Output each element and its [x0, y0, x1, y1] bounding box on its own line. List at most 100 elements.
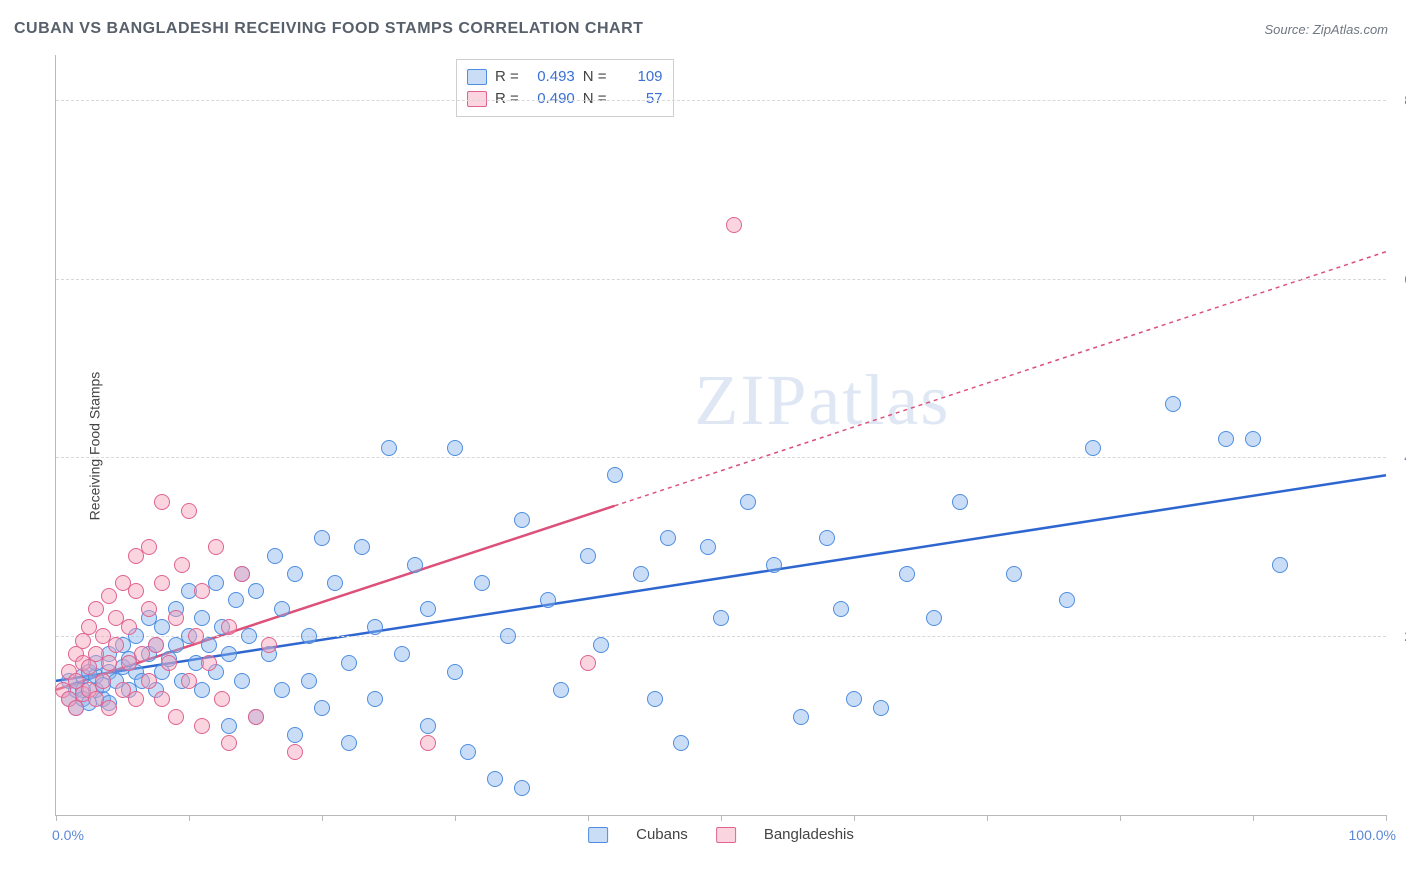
chart-title: CUBAN VS BANGLADESHI RECEIVING FOOD STAM…: [14, 20, 643, 38]
scatter-point: [1165, 396, 1181, 412]
x-tick: [455, 815, 456, 821]
scatter-point: [194, 718, 210, 734]
scatter-point: [846, 691, 862, 707]
scatter-point: [447, 440, 463, 456]
scatter-point: [194, 583, 210, 599]
x-tick: [1386, 815, 1387, 821]
scatter-point: [154, 691, 170, 707]
scatter-point: [833, 601, 849, 617]
scatter-point: [101, 655, 117, 671]
x-start-label: 0.0%: [52, 827, 84, 843]
regression-lines: [56, 55, 1386, 815]
scatter-point: [148, 637, 164, 653]
scatter-point: [101, 700, 117, 716]
scatter-point: [214, 691, 230, 707]
scatter-point: [487, 771, 503, 787]
scatter-point: [108, 637, 124, 653]
scatter-point: [367, 619, 383, 635]
scatter-point: [241, 628, 257, 644]
scatter-point: [607, 467, 623, 483]
scatter-point: [700, 539, 716, 555]
scatter-point: [228, 592, 244, 608]
scatter-point: [168, 709, 184, 725]
scatter-point: [274, 601, 290, 617]
scatter-point: [952, 494, 968, 510]
scatter-point: [1006, 566, 1022, 582]
scatter-point: [1272, 557, 1288, 573]
corr-r-s1: 0.493: [527, 66, 575, 88]
scatter-point: [181, 673, 197, 689]
scatter-point: [194, 682, 210, 698]
scatter-point: [221, 646, 237, 662]
scatter-point: [1218, 431, 1234, 447]
scatter-point: [766, 557, 782, 573]
corr-r-label: R =: [495, 66, 519, 88]
scatter-point: [234, 566, 250, 582]
scatter-point: [221, 735, 237, 751]
scatter-point: [740, 494, 756, 510]
plot-area: ZIPatlas R = 0.493 N = 109 R = 0.490 N =…: [55, 55, 1386, 816]
scatter-point: [121, 619, 137, 635]
scatter-point: [1085, 440, 1101, 456]
corr-n-s1: 109: [615, 66, 663, 88]
corr-row-s1: R = 0.493 N = 109: [467, 66, 663, 88]
x-tick: [56, 815, 57, 821]
scatter-point: [580, 548, 596, 564]
scatter-point: [407, 557, 423, 573]
scatter-point: [201, 655, 217, 671]
scatter-point: [141, 539, 157, 555]
scatter-point: [287, 566, 303, 582]
scatter-point: [101, 588, 117, 604]
scatter-point: [367, 691, 383, 707]
scatter-point: [553, 682, 569, 698]
scatter-point: [420, 735, 436, 751]
scatter-point: [593, 637, 609, 653]
scatter-point: [154, 575, 170, 591]
chart-container: CUBAN VS BANGLADESHI RECEIVING FOOD STAM…: [0, 0, 1406, 892]
scatter-point: [161, 655, 177, 671]
scatter-point: [221, 619, 237, 635]
legend-swatch-s2-icon: [716, 827, 736, 843]
scatter-point: [208, 539, 224, 555]
scatter-point: [500, 628, 516, 644]
scatter-point: [819, 530, 835, 546]
scatter-point: [88, 601, 104, 617]
scatter-point: [248, 709, 264, 725]
x-tick: [721, 815, 722, 821]
scatter-point: [201, 637, 217, 653]
scatter-point: [394, 646, 410, 662]
scatter-point: [141, 601, 157, 617]
scatter-point: [208, 575, 224, 591]
legend-label-s1: Cubans: [636, 826, 688, 843]
scatter-point: [633, 566, 649, 582]
scatter-point: [447, 664, 463, 680]
scatter-point: [128, 583, 144, 599]
scatter-point: [267, 548, 283, 564]
scatter-point: [1059, 592, 1075, 608]
gridline: [56, 279, 1386, 280]
scatter-point: [261, 637, 277, 653]
scatter-point: [301, 673, 317, 689]
x-tick: [322, 815, 323, 821]
x-tick: [588, 815, 589, 821]
scatter-point: [181, 503, 197, 519]
scatter-point: [314, 530, 330, 546]
scatter-point: [354, 539, 370, 555]
scatter-point: [474, 575, 490, 591]
scatter-point: [514, 780, 530, 796]
scatter-point: [540, 592, 556, 608]
scatter-point: [926, 610, 942, 626]
legend-swatch-s1-icon: [588, 827, 608, 843]
scatter-point: [314, 700, 330, 716]
scatter-point: [514, 512, 530, 528]
scatter-point: [287, 744, 303, 760]
scatter-point: [420, 718, 436, 734]
scatter-point: [713, 610, 729, 626]
legend-label-s2: Bangladeshis: [764, 826, 854, 843]
scatter-point: [381, 440, 397, 456]
x-end-label: 100.0%: [1349, 827, 1396, 843]
scatter-point: [174, 557, 190, 573]
scatter-point: [188, 628, 204, 644]
scatter-point: [248, 583, 264, 599]
swatch-s1-icon: [467, 69, 487, 85]
